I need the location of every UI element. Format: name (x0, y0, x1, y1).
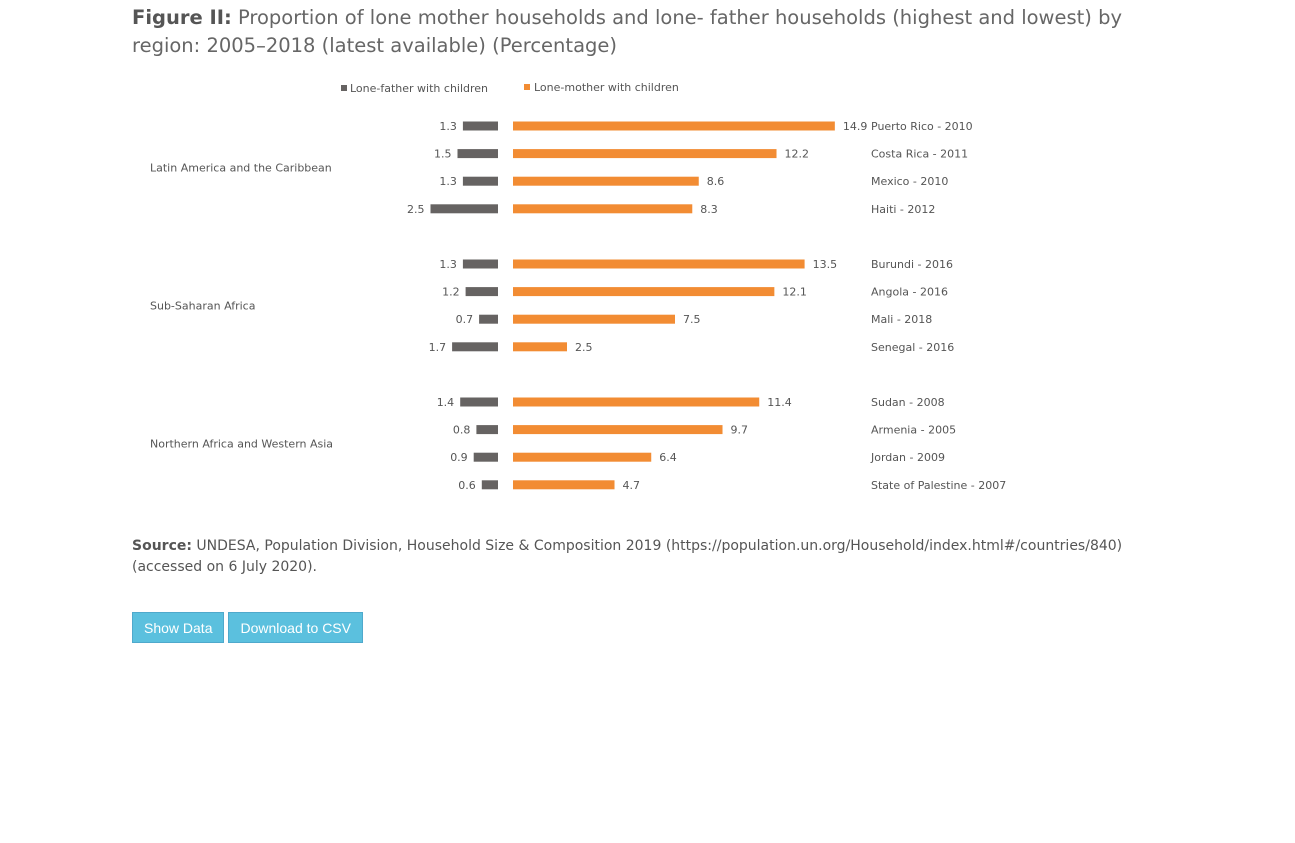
chart-bars: 1.3 14.9 Puerto Rico - 2010 1.5 12.2 Costa Ri… (150, 120, 1006, 492)
country-label: Senegal - 2016 (871, 341, 954, 354)
country-label: Sudan - 2008 (871, 396, 945, 409)
region-label: Latin America and the Caribbean (150, 161, 332, 174)
father-value-label: 1.3 (439, 120, 457, 133)
father-value-label: 0.9 (450, 451, 468, 464)
figure-title: Figure II: Proportion of lone mother hou… (132, 4, 1172, 60)
mother-bar (513, 480, 615, 490)
mother-bar (513, 314, 675, 324)
legend-father-swatch (341, 85, 347, 91)
country-label: State of Palestine - 2007 (871, 479, 1006, 492)
download-csv-button[interactable]: Download to CSV (228, 612, 363, 643)
mother-bar (513, 121, 835, 131)
father-value-label: 1.3 (439, 175, 457, 188)
mother-value-label: 9.7 (731, 424, 749, 437)
father-bar (462, 121, 498, 131)
father-bar (481, 480, 498, 490)
country-label: Costa Rica - 2011 (871, 148, 968, 161)
mother-value-label: 4.7 (623, 479, 641, 492)
region-label: Northern Africa and Western Asia (150, 437, 333, 450)
mother-value-label: 12.1 (782, 286, 807, 299)
bar-chart: Lone-father with children Lone-mother wi… (150, 81, 1006, 492)
country-label: Burundi - 2016 (871, 258, 953, 271)
legend: Lone-father with children Lone-mother wi… (341, 81, 679, 95)
mother-bar (513, 342, 567, 352)
chart-container: Lone-father with children Lone-mother wi… (132, 72, 1032, 512)
father-bar (457, 149, 498, 159)
father-value-label: 2.5 (407, 203, 425, 216)
father-bar (452, 342, 498, 352)
father-bar (473, 452, 498, 462)
father-bar (430, 204, 498, 214)
father-bar (460, 397, 498, 407)
mother-value-label: 13.5 (813, 258, 838, 271)
father-value-label: 1.7 (429, 341, 447, 354)
father-value-label: 0.8 (453, 424, 471, 437)
mother-bar (513, 452, 652, 462)
mother-value-label: 11.4 (767, 396, 792, 409)
father-value-label: 0.6 (458, 479, 476, 492)
mother-bar (513, 287, 775, 297)
country-label: Angola - 2016 (871, 286, 948, 299)
source-note: Source: UNDESA, Population Division, Hou… (132, 536, 1132, 578)
country-label: Jordan - 2009 (870, 451, 945, 464)
father-bar (479, 314, 498, 324)
country-label: Mexico - 2010 (871, 175, 948, 188)
country-label: Haiti - 2012 (871, 203, 935, 216)
mother-value-label: 12.2 (785, 148, 810, 161)
legend-father-label: Lone-father with children (350, 82, 488, 95)
country-label: Mali - 2018 (871, 313, 932, 326)
mother-value-label: 8.6 (707, 175, 725, 188)
mother-value-label: 2.5 (575, 341, 593, 354)
source-text: UNDESA, Population Division, Household S… (132, 538, 1123, 575)
father-bar (462, 176, 498, 186)
mother-value-label: 14.9 (843, 120, 868, 133)
father-value-label: 1.3 (439, 258, 457, 271)
country-label: Armenia - 2005 (871, 424, 956, 437)
region-label: Sub-Saharan Africa (150, 299, 255, 312)
father-value-label: 1.5 (434, 148, 452, 161)
country-label: Puerto Rico - 2010 (871, 120, 973, 133)
father-bar (462, 259, 498, 269)
figure-label: Figure II: (132, 6, 232, 29)
legend-mother-swatch (524, 84, 530, 90)
mother-bar (513, 176, 699, 186)
show-data-button[interactable]: Show Data (132, 612, 225, 643)
legend-mother-label: Lone-mother with children (534, 81, 679, 94)
mother-value-label: 7.5 (683, 313, 701, 326)
father-value-label: 1.4 (437, 396, 455, 409)
mother-bar (513, 204, 693, 214)
father-value-label: 0.7 (456, 313, 474, 326)
mother-bar (513, 149, 777, 159)
father-bar (476, 425, 498, 435)
mother-bar (513, 425, 723, 435)
father-bar (465, 287, 498, 297)
mother-bar (513, 397, 760, 407)
father-value-label: 1.2 (442, 286, 460, 299)
button-row: Show Data Download to CSV (132, 612, 363, 643)
mother-value-label: 8.3 (700, 203, 718, 216)
source-label: Source: (132, 538, 192, 554)
mother-bar (513, 259, 805, 269)
figure-title-text: Proportion of lone mother households and… (132, 6, 1123, 57)
mother-value-label: 6.4 (659, 451, 677, 464)
